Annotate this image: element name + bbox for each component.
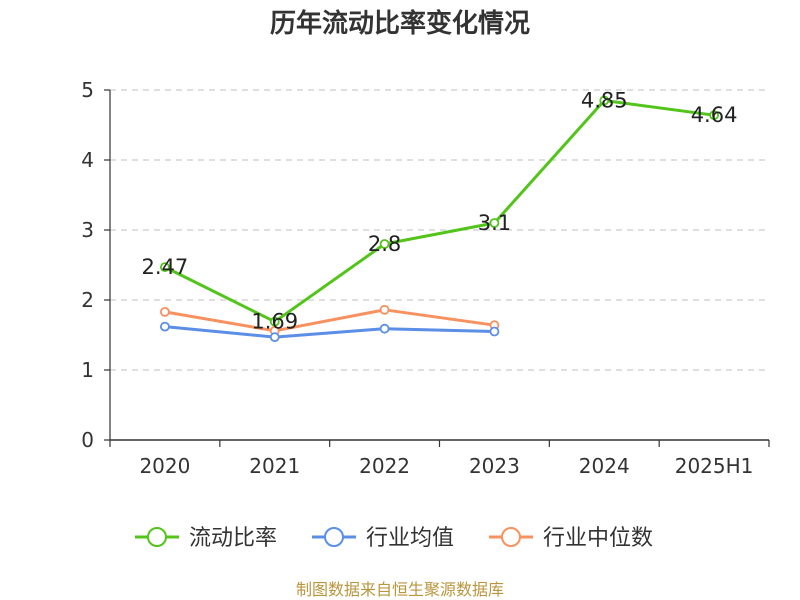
data-point [599,95,610,106]
y-tick-label: 2 [81,288,94,312]
data-point [269,332,280,343]
x-tick-label: 2023 [469,454,520,478]
series-line [164,325,495,339]
legend-label: 行业中位数 [543,526,653,551]
data-label: 4.64 [691,103,738,127]
y-tick-label: 0 [81,428,94,452]
grid-lines [110,89,769,371]
data-labels: 2.47 1.69 2.8 3.1 4.85 4.64 [142,89,738,334]
y-tick-label: 5 [81,78,94,102]
legend-label: 行业均值 [366,526,454,551]
data-point [160,321,170,332]
data-point [709,110,719,121]
data-label: 4.85 [581,89,628,113]
data-point [379,304,390,315]
legend-label: 流动比率 [189,526,277,551]
x-tick-label: 2025H1 [675,454,754,478]
data-point [379,239,390,249]
series-layer [160,95,719,343]
data-label: 1.69 [251,310,298,334]
legend: 流动比率 行业均值 行业中位数 [135,526,653,551]
data-point [160,262,170,273]
x-tick-label: 2020 [139,454,190,478]
chart-title: 历年流动比率变化情况 [270,8,530,39]
data-point [160,306,170,317]
series-line [164,99,715,324]
legend-marker [324,527,344,547]
data-label: 2.8 [368,232,401,256]
axes: 0 1 2 3 4 5 2020 2021 2022 2023 2024 2025H1 [81,78,770,478]
y-tick-label: 4 [81,148,94,172]
data-label: 3.1 [478,211,511,235]
source-note: 制图数据来自恒生聚源数据库 [296,580,504,599]
data-point [489,326,500,337]
x-tick-label: 2021 [249,454,300,478]
legend-marker [501,527,521,547]
y-tick-label: 1 [81,358,94,382]
data-point [489,218,500,228]
x-tick-label: 2022 [359,454,410,478]
series-line [164,308,495,333]
x-tick-label: 2024 [579,454,630,478]
data-point [379,323,390,334]
legend-marker [147,527,167,547]
data-label: 2.47 [142,255,189,279]
data-point [269,316,280,327]
y-tick-label: 3 [81,218,94,242]
